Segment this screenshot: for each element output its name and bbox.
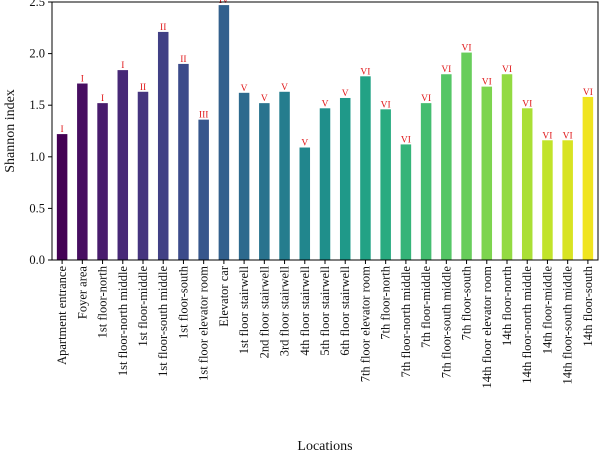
- bar-data-label: VI: [563, 131, 573, 141]
- x-tick-label: 14th floor-south: [581, 265, 595, 346]
- x-tick-label: 1st floor-north: [96, 265, 110, 338]
- y-axis-title: Shannon index: [3, 89, 18, 173]
- bar: [259, 103, 270, 260]
- x-tick-label: 14th floor-north: [500, 265, 514, 346]
- bar-data-label: VI: [542, 131, 552, 141]
- x-tick-label: 7th floor-north: [379, 265, 393, 339]
- x-tick-label: 1st floor elevator room: [197, 266, 211, 381]
- y-tick-label: 0.5: [29, 201, 45, 215]
- bar-data-label: V: [281, 83, 288, 93]
- x-tick-label: 2nd floor stairwell: [257, 265, 271, 358]
- y-tick-label: 1.0: [29, 150, 45, 164]
- x-tick-label: 7th floor elevator room: [358, 266, 372, 383]
- x-tick-label: 1st floor-middle: [136, 266, 150, 347]
- bar: [420, 103, 432, 260]
- x-tick-label: Apartment entrance: [55, 266, 69, 365]
- bar: [441, 74, 452, 261]
- bar: [56, 134, 68, 260]
- bar-data-label: I: [101, 94, 104, 104]
- bar: [319, 108, 331, 261]
- bar: [380, 109, 391, 260]
- bar: [157, 31, 169, 261]
- bar: [521, 108, 533, 261]
- bar-data-label: VI: [502, 65, 512, 75]
- x-tick-label: 7th floor-north middle: [399, 266, 413, 378]
- bar-data-label: VI: [401, 135, 411, 145]
- x-tick-label: 7th floor-middle: [419, 266, 433, 348]
- x-tick-label: 14th floor-north middle: [520, 266, 534, 384]
- bar-data-label: VI: [421, 94, 431, 104]
- bar: [339, 97, 351, 260]
- x-tick-label: 5th floor stairwell: [318, 265, 332, 355]
- bar-data-label: VI: [482, 78, 492, 88]
- bar-data-label: VI: [360, 67, 370, 77]
- bar: [178, 63, 189, 260]
- y-tick-label: 1.5: [29, 98, 45, 112]
- bar-data-label: V: [241, 84, 248, 94]
- bar: [360, 76, 371, 260]
- bar-data-label: V: [342, 89, 349, 99]
- bar-data-label: II: [180, 55, 186, 65]
- bar: [299, 147, 311, 260]
- bar-data-label: III: [199, 111, 209, 121]
- bar: [137, 91, 149, 260]
- bar-data-label: VI: [381, 100, 391, 110]
- bar: [218, 5, 230, 261]
- bars-layer: [56, 5, 594, 261]
- x-tick-label: Foyer area: [75, 266, 89, 320]
- bar: [77, 83, 88, 260]
- x-tick-label: 3rd floor stairwell: [278, 265, 292, 356]
- x-tick-label: 4th floor stairwell: [298, 265, 312, 355]
- x-axis-title: Locations: [297, 439, 352, 454]
- bar-labels-layer: IIIIIIIIIIIIIIVVVVVVVVIVIVIVIVIVIVIVIVIV…: [61, 0, 593, 149]
- bar-data-label: II: [140, 83, 146, 93]
- x-tick-label: 1st floor-south middle: [156, 266, 170, 377]
- bar: [400, 144, 412, 260]
- bar: [279, 91, 290, 260]
- bar-data-label: I: [81, 75, 84, 85]
- bar: [461, 52, 472, 261]
- bar: [97, 103, 108, 260]
- y-axis-ticks: 0.0 0.5 1.0 1.5 2.0 2.5: [29, 0, 52, 267]
- x-tick-label: 1st floor-north middle: [116, 266, 130, 377]
- bar: [562, 140, 573, 260]
- x-tick-label: 7th floor-south: [460, 265, 474, 340]
- y-tick-label: 2.5: [29, 0, 45, 9]
- x-tick-label: 1st floor-south: [176, 265, 190, 339]
- bar-data-label: VI: [462, 44, 472, 54]
- bar: [582, 96, 594, 260]
- bar: [238, 92, 250, 260]
- bar: [481, 86, 493, 261]
- x-tick-label: 7th floor-south middle: [439, 266, 453, 379]
- y-tick-label: 0.0: [29, 253, 45, 267]
- bar-data-label: VI: [583, 88, 593, 98]
- bar: [117, 70, 129, 260]
- bar: [542, 140, 553, 260]
- x-tick-label: 1st floor stairwell: [237, 265, 251, 354]
- bar-data-label: IV: [219, 0, 229, 6]
- bar-data-label: II: [160, 23, 166, 33]
- x-tick-label: 14th floor-south middle: [561, 266, 575, 385]
- x-tick-label: 14th floor elevator room: [480, 266, 494, 389]
- x-tick-label: Elevator car: [217, 265, 231, 327]
- x-tick-label: 14th floor-middle: [540, 266, 554, 355]
- bar-data-label: VI: [441, 65, 451, 75]
- bar-data-label: V: [301, 139, 308, 149]
- x-axis-ticks: Apartment entrance Foyer area 1st floor-no…: [55, 260, 595, 389]
- bar: [198, 119, 209, 260]
- y-tick-label: 2.0: [29, 47, 45, 61]
- x-tick-label: 6th floor stairwell: [338, 265, 352, 355]
- bar-data-label: V: [261, 94, 268, 104]
- bar-data-label: VI: [522, 99, 532, 109]
- bar-data-label: I: [61, 125, 64, 135]
- bar: [501, 74, 513, 261]
- bar-data-label: I: [121, 61, 124, 71]
- bar-data-label: V: [322, 99, 329, 109]
